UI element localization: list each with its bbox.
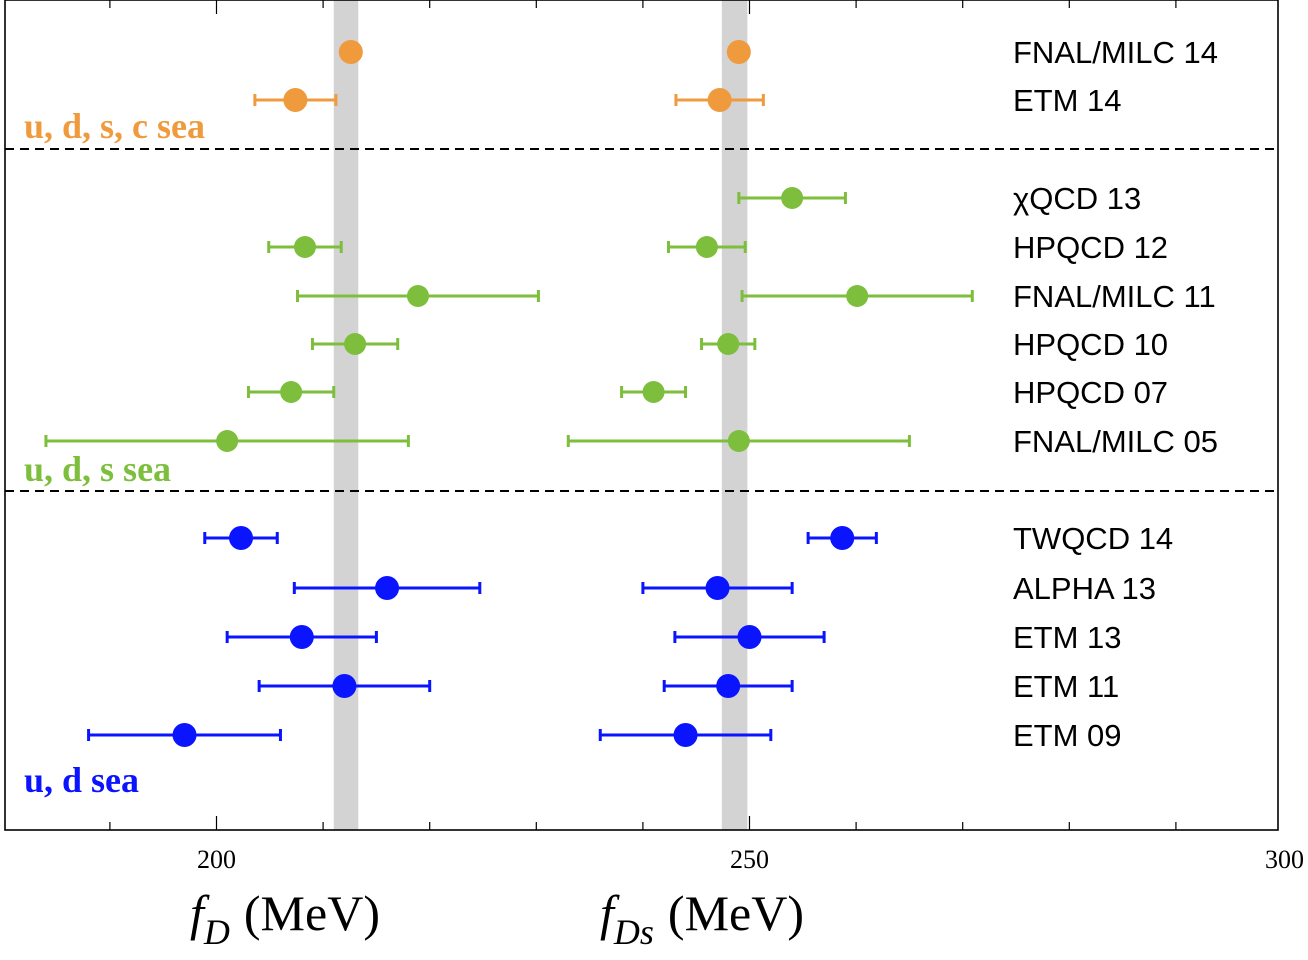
data-point [280, 381, 303, 403]
data-point [726, 40, 751, 64]
group-labels: u, d, s, c sea u, d, s sea u, d sea [24, 106, 205, 800]
x-tick-label: 200 [197, 845, 236, 874]
group-label: u, d, s sea [24, 449, 171, 489]
data-point [289, 625, 314, 649]
data-point [846, 285, 869, 307]
data-point [229, 526, 254, 550]
plot-frame [4, 0, 1279, 831]
group-separators [5, 148, 1278, 492]
x-axis-label-fds: fDs (MeV) [600, 885, 804, 952]
legend-entry-label: ETM 11 [1013, 669, 1119, 704]
legend-entry-label: ETM 09 [1013, 718, 1122, 753]
x-tick-label: 300 [1265, 845, 1304, 874]
data-point [344, 333, 367, 355]
group-label: u, d, s, c sea [24, 106, 205, 146]
average-band-f-ds [721, 0, 748, 830]
average-bands [333, 0, 748, 830]
group-label: u, d sea [24, 760, 139, 800]
legend-entries: FNAL/MILC 14 ETM 14 χQCD 13 HPQCD 12 FNAL/MI… [1013, 35, 1218, 753]
data-point [216, 430, 239, 452]
data-point [705, 576, 730, 600]
data-point [293, 236, 316, 258]
legend-entry-label: ETM 14 [1013, 83, 1122, 118]
data-point [781, 187, 804, 209]
x-axis-ticks [109, 0, 1177, 830]
legend-entry-label: FNAL/MILC 11 [1013, 279, 1216, 314]
data-point [717, 333, 740, 355]
data-point [695, 236, 718, 258]
data-point [332, 674, 357, 698]
x-axis-tick-labels: 200 250 300 [197, 845, 1304, 874]
error-bars [44, 46, 974, 741]
data-point [338, 40, 363, 64]
data-point [673, 723, 698, 747]
legend-entry-label: HPQCD 12 [1013, 230, 1168, 265]
legend-entry-label: χQCD 13 [1013, 181, 1141, 216]
legend-entry-label: FNAL/MILC 05 [1013, 424, 1218, 459]
legend-entry-label: ETM 13 [1013, 620, 1122, 655]
average-band-f-d [333, 0, 359, 830]
data-point [283, 88, 308, 112]
legend-entry-label: TWQCD 14 [1013, 521, 1173, 556]
data-points [172, 40, 869, 747]
data-point [830, 526, 855, 550]
data-point [707, 88, 732, 112]
data-point [727, 430, 750, 452]
legend-entry-label: HPQCD 10 [1013, 327, 1168, 362]
legend-entry-label: ALPHA 13 [1013, 571, 1156, 606]
data-point [172, 723, 197, 747]
legend-entry-label: FNAL/MILC 14 [1013, 35, 1218, 70]
data-point [716, 674, 741, 698]
legend-entry-label: HPQCD 07 [1013, 375, 1168, 410]
data-point [406, 285, 429, 307]
data-point [375, 576, 400, 600]
x-axis-label-fd: fD (MeV) [190, 885, 380, 952]
data-point [642, 381, 665, 403]
x-tick-label: 250 [730, 845, 769, 874]
data-point [737, 625, 762, 649]
